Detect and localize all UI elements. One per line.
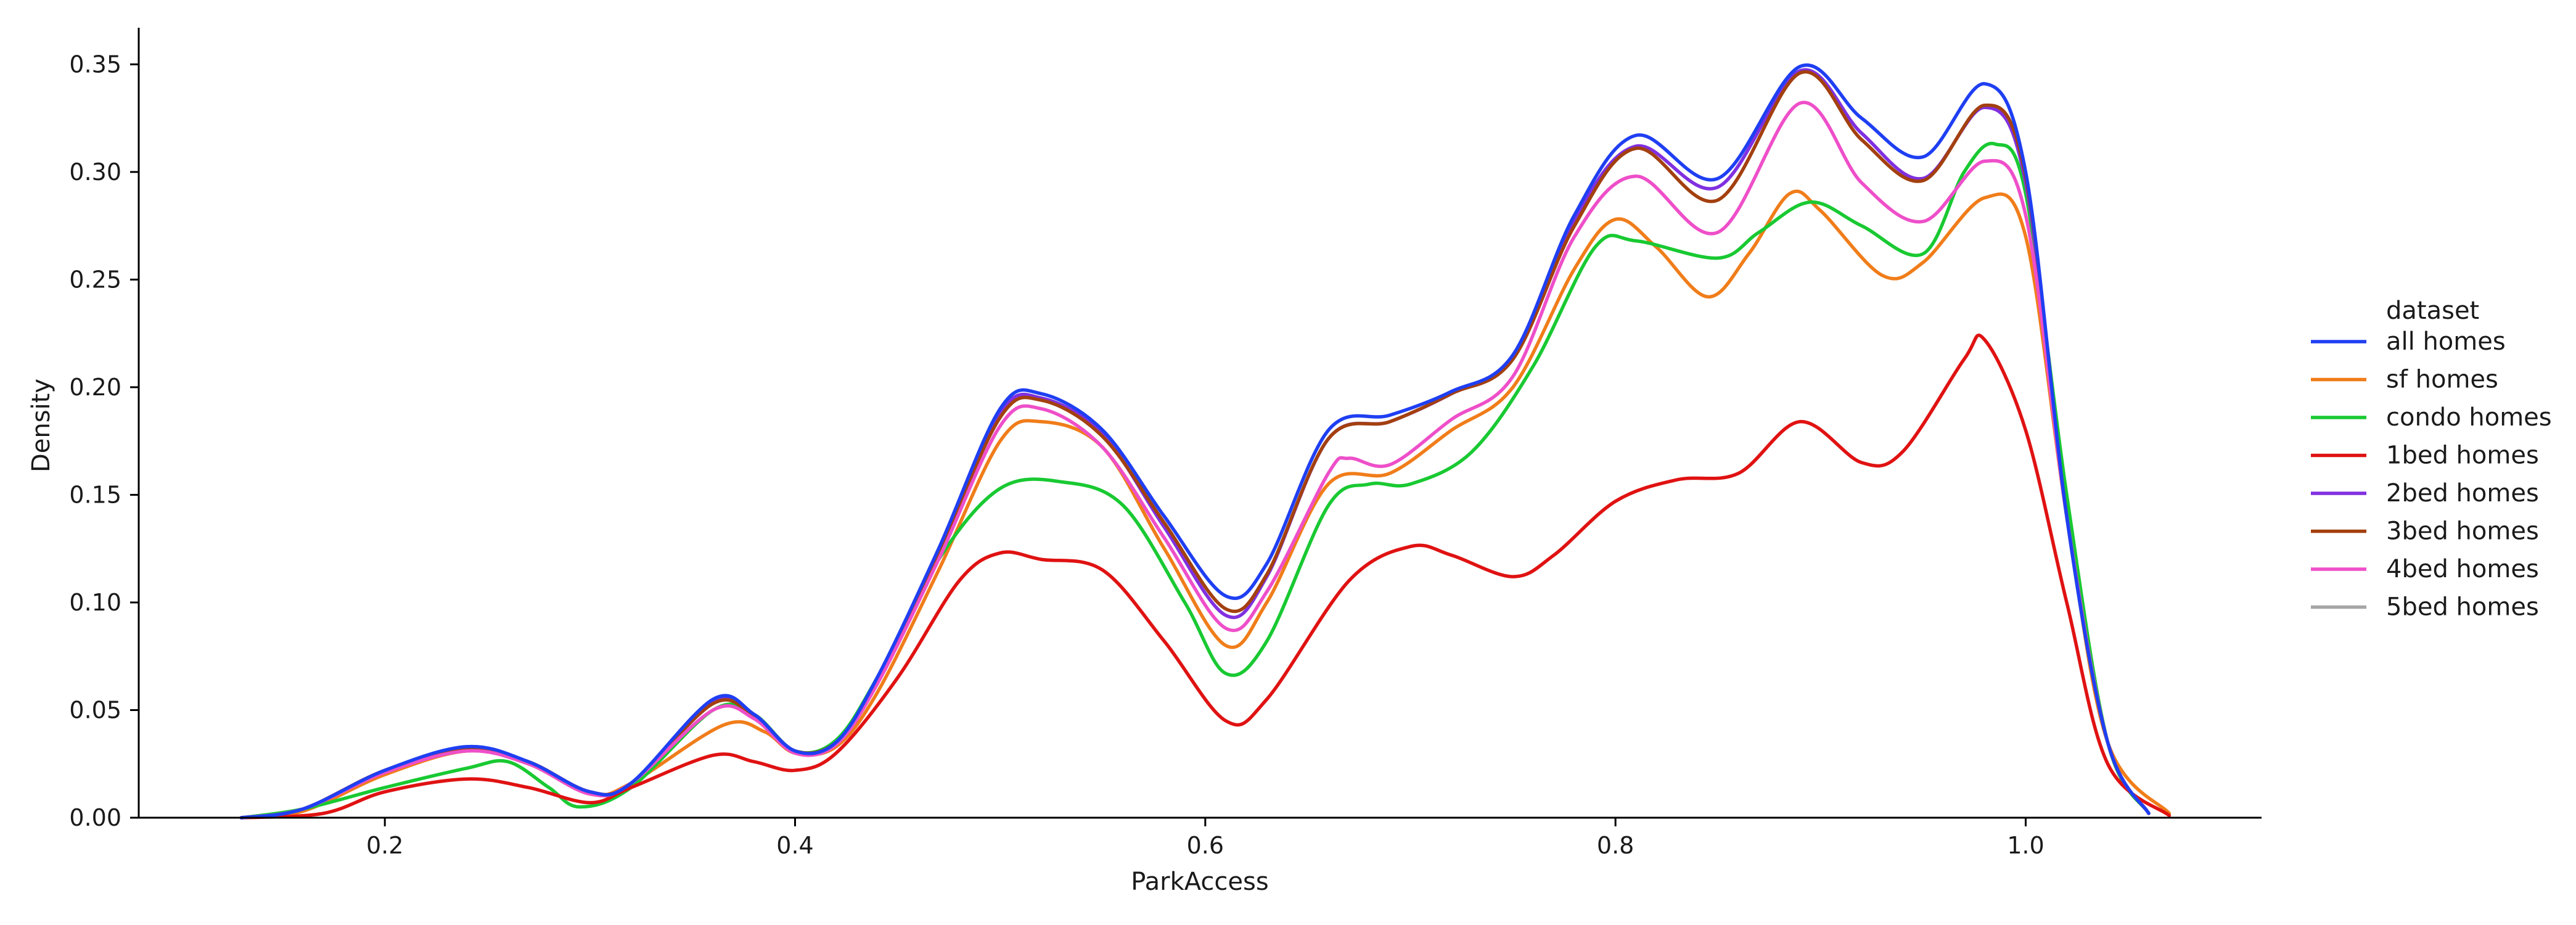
x-axis-title: ParkAccess: [1131, 868, 1268, 896]
series-line-sf-homes: [239, 189, 2172, 820]
series-layer: [239, 63, 2172, 820]
y-axis-title: Density: [27, 379, 55, 472]
legend-label: 4bed homes: [2386, 555, 2539, 583]
legend-label: all homes: [2386, 327, 2506, 356]
y-tick-label: 0.00: [69, 804, 121, 831]
y-tick-label: 0.30: [69, 158, 121, 186]
legend-label: sf homes: [2386, 366, 2498, 394]
legend-label: 3bed homes: [2386, 517, 2539, 546]
y-tick-label: 0.15: [69, 481, 121, 508]
x-tick-label: 0.8: [1597, 832, 1634, 859]
x-tick-label: 0.2: [366, 832, 403, 859]
legend: dataset all homes sf homes condo homes 1bed…: [2311, 297, 2552, 622]
x-ticks: 0.2 0.4 0.6 0.8 1.0: [366, 818, 2045, 859]
series-line-4bed-homes: [239, 101, 2151, 820]
x-tick-label: 0.4: [776, 832, 813, 859]
legend-title: dataset: [2386, 297, 2479, 325]
legend-label: condo homes: [2386, 403, 2552, 432]
series-line-1bed-homes: [239, 333, 2172, 820]
legend-label: 2bed homes: [2386, 479, 2539, 508]
y-ticks: 0.00 0.05 0.10 0.15 0.20 0.25 0.30 0.35: [69, 51, 139, 831]
series-line-all-homes: [239, 63, 2151, 820]
y-tick-label: 0.20: [69, 374, 121, 401]
y-tick-label: 0.25: [69, 266, 121, 293]
x-tick-label: 0.6: [1187, 832, 1224, 859]
legend-label: 5bed homes: [2386, 593, 2539, 622]
legend-label: 1bed homes: [2386, 442, 2539, 470]
y-tick-label: 0.35: [69, 51, 121, 78]
y-tick-label: 0.05: [69, 696, 121, 723]
series-line-condo-homes: [239, 141, 2151, 820]
y-tick-label: 0.10: [69, 589, 121, 616]
x-tick-label: 1.0: [2007, 832, 2044, 859]
legend-items: all homes sf homes condo homes 1bed homes 2b…: [2311, 327, 2552, 622]
